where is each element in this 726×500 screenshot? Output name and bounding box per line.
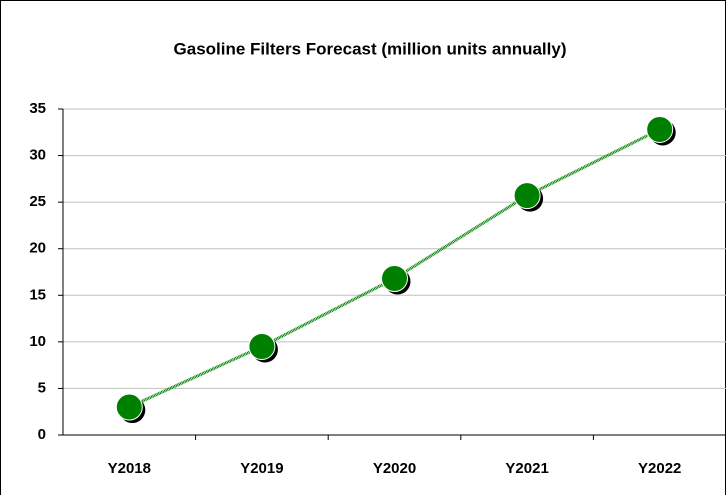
y-tick-label: 15 [29, 286, 46, 303]
marker [248, 333, 276, 361]
marker [115, 393, 143, 421]
marker [381, 265, 408, 293]
y-tick-label: 5 [38, 379, 46, 396]
y-tick-label: 25 [29, 193, 46, 210]
y-tick-label: 35 [29, 100, 46, 117]
y-tick-label: 20 [29, 240, 46, 257]
x-tick-label: Y2021 [505, 460, 548, 477]
y-tick-label: 0 [38, 426, 46, 443]
y-tick-label: 10 [29, 333, 46, 350]
marker [513, 182, 541, 210]
x-tick-label: Y2020 [373, 460, 416, 477]
x-tick-label: Y2022 [638, 460, 681, 477]
x-tick-label: Y2018 [108, 460, 151, 477]
chart-title: Gasoline Filters Forecast (million units… [174, 39, 567, 58]
y-tick-label: 30 [29, 147, 46, 164]
marker [646, 115, 674, 143]
x-tick-label: Y2019 [240, 460, 283, 477]
